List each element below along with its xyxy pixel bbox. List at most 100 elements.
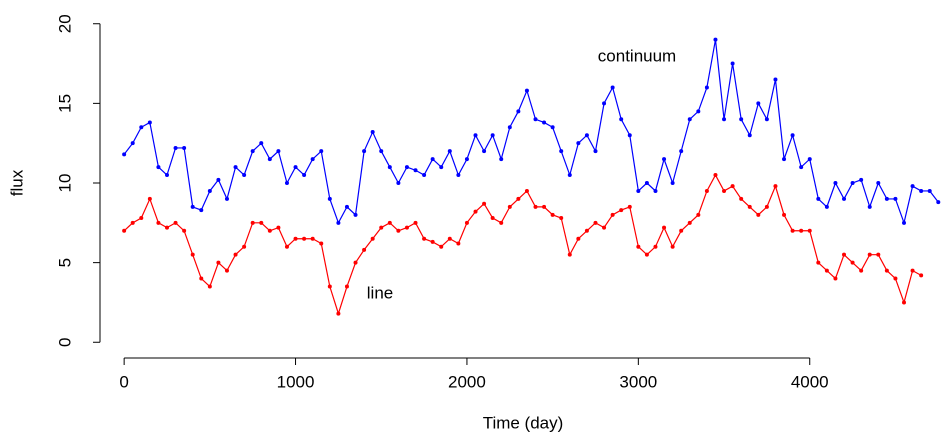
data-point [619,208,624,213]
data-point [447,149,452,154]
data-point [679,228,684,233]
y-tick-label: 10 [55,174,74,193]
data-point [344,204,349,209]
data-point [824,204,829,209]
data-point [739,117,744,122]
data-point [542,120,547,125]
data-point [164,225,169,230]
data-point [370,130,375,135]
data-point [319,241,324,246]
data-point [713,37,718,42]
data-point [430,239,435,244]
x-axis-label: Time (day) [483,413,564,432]
data-point [362,247,367,252]
data-point [336,311,341,316]
y-tick-label: 15 [55,94,74,113]
data-point [627,204,632,209]
data-point [507,204,512,209]
data-point [233,252,238,257]
series-annotation: continuum [598,46,676,65]
data-point [584,228,589,233]
data-point [533,117,538,122]
data-point [336,220,341,225]
data-point [764,204,769,209]
data-point [550,212,555,217]
data-point [499,157,504,162]
data-point [773,77,778,82]
data-point [473,133,478,138]
data-point [242,244,247,249]
data-point [927,188,932,193]
data-point [370,236,375,241]
data-point [413,220,418,225]
data-point [936,200,941,205]
data-point [447,236,452,241]
data-point [747,204,752,209]
data-point [430,157,435,162]
data-point [122,152,127,157]
data-point [644,181,649,185]
data-point [593,149,598,154]
data-point [704,85,709,90]
x-tick-label: 2000 [448,372,486,391]
data-point [139,125,144,130]
data-point [404,225,409,230]
data-point [422,236,427,241]
data-point [679,149,684,154]
data-point [687,117,692,122]
data-point [456,241,461,246]
data-point [902,300,907,305]
data-point [276,149,281,154]
data-point [876,252,881,257]
data-point [910,268,915,273]
data-point [559,149,564,154]
data-point [799,165,804,170]
data-point [833,181,838,185]
data-point [464,220,469,225]
data-point [396,228,401,233]
data-point [559,216,564,221]
data-point [610,212,615,217]
data-point [584,133,589,138]
data-point [250,220,255,225]
data-point [207,188,212,193]
data-point [850,181,855,185]
data-point [722,188,727,193]
data-point [207,284,212,289]
data-point [293,236,298,241]
data-point [833,276,838,281]
data-point [404,165,409,170]
data-point [379,149,384,154]
data-point [267,228,272,233]
data-point [353,260,358,265]
data-point [190,204,195,209]
data-point [696,212,701,217]
data-point [893,196,898,201]
data-point [439,244,444,249]
data-point [293,165,298,170]
data-point [842,196,847,201]
data-point [199,276,204,281]
data-point [756,101,761,106]
y-tick-label: 20 [55,14,74,33]
data-point [464,157,469,162]
data-point [259,220,264,225]
data-point [636,188,641,193]
data-point [199,208,204,213]
data-point [722,117,727,122]
data-point [156,220,161,225]
y-tick-label: 0 [55,338,74,347]
series-line [123,173,922,316]
data-point [730,61,735,66]
y-axis-label: flux [7,169,26,196]
data-point [533,204,538,209]
data-point [362,149,367,154]
data-point [824,268,829,273]
series-line [123,39,939,225]
data-point [190,252,195,257]
data-point [473,209,478,214]
data-point [242,173,247,178]
data-point [739,196,744,201]
data-point [893,276,898,281]
data-point [164,173,169,178]
